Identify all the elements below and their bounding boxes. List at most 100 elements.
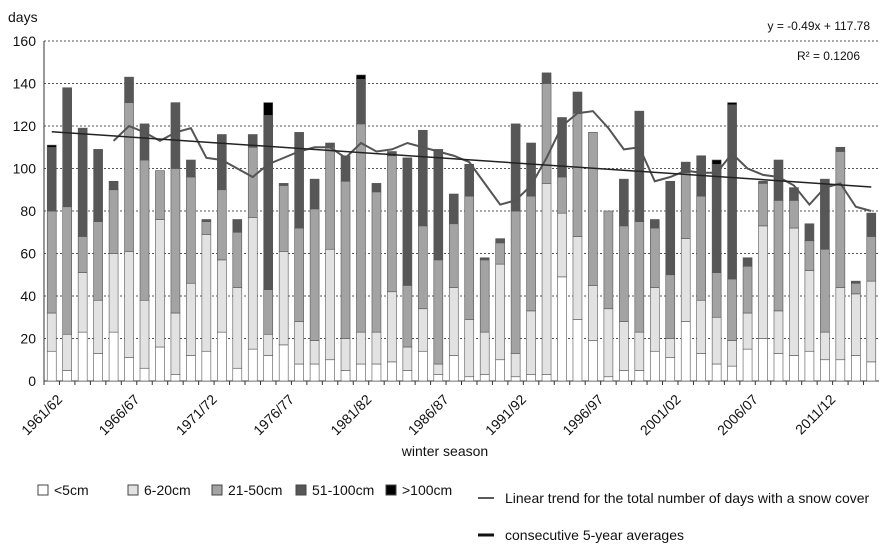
legend-label: 6-20cm xyxy=(144,482,191,498)
bar-segment xyxy=(108,331,119,382)
bar-segment xyxy=(201,350,212,382)
bar-segment xyxy=(789,355,799,382)
bar-segment xyxy=(557,212,567,278)
bar-segment xyxy=(217,189,227,261)
bar-segment xyxy=(696,353,706,382)
bar-segment xyxy=(680,172,691,239)
bar-segment xyxy=(727,278,737,341)
bar-segment xyxy=(263,333,274,356)
bar-segment xyxy=(433,374,444,382)
bar-segment xyxy=(247,134,258,148)
bar-segment xyxy=(387,291,397,363)
bar-segment xyxy=(851,280,861,284)
bar-segment xyxy=(634,370,645,382)
bar-segment xyxy=(526,310,536,375)
bar-segment xyxy=(356,123,366,333)
bar-segment xyxy=(325,359,335,382)
x-tick-label: 1996/97 xyxy=(559,391,606,438)
bar-segment xyxy=(62,333,72,371)
bar-segment xyxy=(201,234,212,352)
bar-segment xyxy=(263,115,274,290)
bar-segment xyxy=(448,223,459,288)
y-tick-label: 20 xyxy=(20,331,36,347)
bar-segment xyxy=(309,363,320,382)
bar-segment xyxy=(263,102,274,116)
bar-segment xyxy=(371,363,382,382)
x-tick-label: 1986/87 xyxy=(405,391,452,438)
bar-segment xyxy=(557,117,567,178)
bar-segment xyxy=(93,221,103,301)
bar-segment xyxy=(294,132,304,229)
bar-segment xyxy=(448,287,459,356)
bar-segment xyxy=(108,253,119,333)
bar-segment xyxy=(789,187,799,201)
bar-segment xyxy=(758,180,768,184)
bar-segment xyxy=(263,289,274,335)
bar-segment xyxy=(541,374,552,382)
bar-segment xyxy=(526,374,536,382)
bar-segment xyxy=(247,348,258,382)
bar-segment xyxy=(217,259,227,333)
bar-segment xyxy=(742,257,753,267)
bar-segment xyxy=(820,331,830,361)
bar-segment xyxy=(77,272,88,333)
bar-segment xyxy=(62,370,72,382)
bar-segment xyxy=(510,376,521,382)
bar-segment xyxy=(124,357,134,382)
bar-segment xyxy=(464,195,475,320)
bar-segment xyxy=(479,257,490,261)
y-tick-label: 40 xyxy=(20,288,36,304)
y-tick-label: 0 xyxy=(28,373,36,389)
x-tick-label: 2001/02 xyxy=(637,391,684,438)
average-line xyxy=(112,110,872,212)
bar-segment xyxy=(93,353,103,382)
bar-segment xyxy=(541,83,552,184)
bar-segment xyxy=(155,170,165,220)
bar-segment xyxy=(557,276,567,382)
bar-segment xyxy=(201,221,212,235)
bar-segment xyxy=(433,149,444,261)
x-tick-label: 1991/92 xyxy=(482,391,529,438)
bar-segment xyxy=(526,195,536,312)
bar-segment xyxy=(402,157,413,286)
bar-segment xyxy=(742,312,753,350)
legend-swatch xyxy=(211,484,223,496)
bar-segment xyxy=(711,163,722,273)
bar-segment xyxy=(495,263,505,361)
bar-segment xyxy=(93,299,103,354)
bar-segment xyxy=(557,176,567,214)
bar-segment xyxy=(325,146,335,250)
bar-segment xyxy=(186,355,196,382)
bar-segment xyxy=(232,367,243,382)
bar-segment xyxy=(510,123,521,212)
bar-segment xyxy=(402,346,413,371)
x-tick-label: 1961/62 xyxy=(18,391,65,438)
bar-segment xyxy=(619,225,629,322)
bar-segment xyxy=(866,361,877,382)
bar-segment xyxy=(371,183,382,193)
legend-swatch xyxy=(295,484,307,496)
bar-segment xyxy=(820,178,830,250)
bar-segment xyxy=(294,227,304,322)
bar-segment xyxy=(418,350,428,382)
legend-swatch xyxy=(37,484,49,496)
bar-segment xyxy=(727,365,737,382)
bar-segment xyxy=(495,238,505,244)
legend-swatch xyxy=(385,484,397,496)
y-tick-label: 160 xyxy=(13,33,37,49)
legend-label: consecutive 5-year averages xyxy=(505,527,684,543)
bar-segment xyxy=(124,76,134,103)
bar-segment xyxy=(619,370,629,382)
bar-segment xyxy=(294,363,304,382)
legend-label: >100cm xyxy=(402,482,452,498)
bar-segment xyxy=(278,344,289,382)
bar-segment xyxy=(742,348,753,382)
bar-segment xyxy=(418,225,428,310)
bar-segment xyxy=(649,227,660,288)
trend-line xyxy=(51,131,872,188)
bar-segment xyxy=(309,178,320,210)
bar-segment xyxy=(247,217,258,350)
legend-swatch xyxy=(127,484,139,496)
x-axis-label: winter season xyxy=(401,443,488,459)
bar-segment xyxy=(773,200,784,312)
